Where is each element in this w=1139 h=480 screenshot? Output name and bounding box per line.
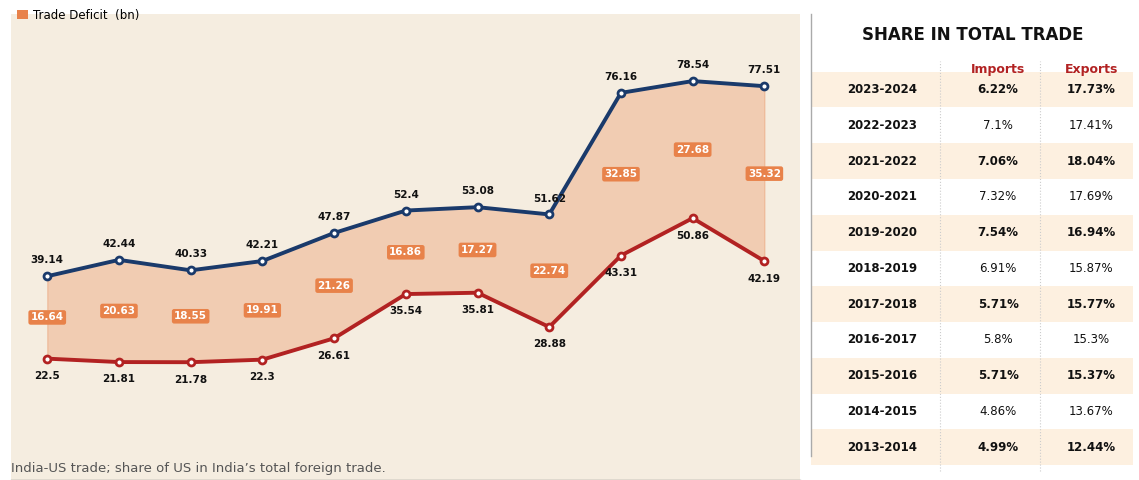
- FancyBboxPatch shape: [811, 215, 1133, 251]
- Text: 20.63: 20.63: [103, 306, 136, 316]
- Text: 21.81: 21.81: [103, 374, 136, 384]
- Text: 15.77%: 15.77%: [1067, 298, 1116, 311]
- Text: 2014-2015: 2014-2015: [847, 405, 917, 418]
- Text: 5.71%: 5.71%: [977, 298, 1018, 311]
- Text: 4.86%: 4.86%: [980, 405, 1017, 418]
- Text: 16.64: 16.64: [31, 312, 64, 323]
- Text: 17.73%: 17.73%: [1067, 83, 1116, 96]
- Text: 2023-2024: 2023-2024: [847, 83, 917, 96]
- Text: 35.81: 35.81: [461, 305, 494, 315]
- FancyBboxPatch shape: [811, 429, 1133, 465]
- FancyBboxPatch shape: [811, 143, 1133, 179]
- Text: 4.99%: 4.99%: [977, 441, 1018, 454]
- Text: 77.51: 77.51: [747, 65, 781, 75]
- Text: 15.87%: 15.87%: [1070, 262, 1114, 275]
- Text: 47.87: 47.87: [318, 212, 351, 222]
- Text: 2017-2018: 2017-2018: [847, 298, 917, 311]
- Text: 32.85: 32.85: [605, 169, 638, 179]
- FancyBboxPatch shape: [811, 358, 1133, 394]
- Text: 35.32: 35.32: [748, 168, 781, 179]
- Text: 22.3: 22.3: [249, 372, 276, 382]
- Text: 22.74: 22.74: [533, 266, 566, 276]
- Text: 28.88: 28.88: [533, 339, 566, 349]
- Text: 12.44%: 12.44%: [1067, 441, 1116, 454]
- Text: 2018-2019: 2018-2019: [847, 262, 917, 275]
- Text: 6.91%: 6.91%: [980, 262, 1017, 275]
- Text: 53.08: 53.08: [461, 186, 494, 196]
- Text: 17.27: 17.27: [461, 245, 494, 255]
- Text: 17.41%: 17.41%: [1070, 119, 1114, 132]
- Text: 42.19: 42.19: [748, 274, 781, 284]
- Text: Imports: Imports: [970, 63, 1025, 76]
- FancyBboxPatch shape: [811, 72, 1133, 108]
- Text: 18.55: 18.55: [174, 311, 207, 321]
- Text: 2013-2014: 2013-2014: [847, 441, 917, 454]
- Text: SHARE IN TOTAL TRADE: SHARE IN TOTAL TRADE: [861, 26, 1083, 44]
- Text: 16.94%: 16.94%: [1067, 226, 1116, 239]
- Text: 51.62: 51.62: [533, 193, 566, 204]
- Text: 39.14: 39.14: [31, 255, 64, 265]
- Text: 2022-2023: 2022-2023: [847, 119, 917, 132]
- Text: 2020-2021: 2020-2021: [847, 191, 917, 204]
- Text: 21.78: 21.78: [174, 374, 207, 384]
- Text: 5.8%: 5.8%: [983, 334, 1013, 347]
- Text: 7.1%: 7.1%: [983, 119, 1013, 132]
- Text: 17.69%: 17.69%: [1070, 191, 1114, 204]
- Text: 42.44: 42.44: [103, 239, 136, 249]
- Text: 21.26: 21.26: [318, 281, 351, 290]
- Text: 78.54: 78.54: [677, 60, 710, 70]
- Text: 35.54: 35.54: [390, 306, 423, 316]
- Text: 6.22%: 6.22%: [977, 83, 1018, 96]
- Text: 15.37%: 15.37%: [1067, 369, 1116, 382]
- Text: 7.54%: 7.54%: [977, 226, 1018, 239]
- Text: 5.71%: 5.71%: [977, 369, 1018, 382]
- FancyBboxPatch shape: [811, 286, 1133, 322]
- Text: 43.31: 43.31: [605, 268, 638, 278]
- Text: 40.33: 40.33: [174, 250, 207, 259]
- Text: 15.3%: 15.3%: [1073, 334, 1111, 347]
- Text: 16.86: 16.86: [390, 247, 423, 257]
- Text: 2015-2016: 2015-2016: [847, 369, 917, 382]
- Text: 76.16: 76.16: [605, 72, 638, 82]
- Text: 50.86: 50.86: [677, 230, 710, 240]
- Text: 2019-2020: 2019-2020: [847, 226, 917, 239]
- Text: 26.61: 26.61: [318, 351, 351, 360]
- Text: 13.67%: 13.67%: [1070, 405, 1114, 418]
- Text: 42.21: 42.21: [246, 240, 279, 250]
- Text: 27.68: 27.68: [677, 144, 710, 155]
- Text: 2016-2017: 2016-2017: [847, 334, 917, 347]
- Legend: Trade Deficit  (bn): Trade Deficit (bn): [17, 9, 139, 22]
- Text: India-US trade; share of US in India’s total foreign trade.: India-US trade; share of US in India’s t…: [11, 462, 386, 475]
- Text: 2021-2022: 2021-2022: [847, 155, 917, 168]
- Text: Exports: Exports: [1065, 63, 1118, 76]
- Text: 52.4: 52.4: [393, 190, 419, 200]
- Text: 7.32%: 7.32%: [980, 191, 1017, 204]
- Text: 7.06%: 7.06%: [977, 155, 1018, 168]
- Text: 22.5: 22.5: [34, 371, 60, 381]
- Text: 19.91: 19.91: [246, 305, 279, 315]
- Text: 18.04%: 18.04%: [1067, 155, 1116, 168]
